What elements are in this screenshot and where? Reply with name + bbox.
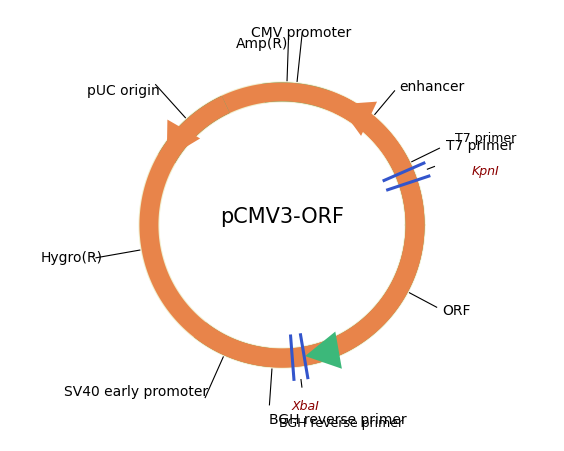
Polygon shape <box>139 83 425 368</box>
Polygon shape <box>324 92 403 160</box>
Text: enhancer: enhancer <box>399 79 464 93</box>
Polygon shape <box>139 97 425 368</box>
Polygon shape <box>194 323 271 367</box>
Text: XbaI: XbaI <box>292 399 319 412</box>
Polygon shape <box>158 83 425 368</box>
Text: pUC origin: pUC origin <box>87 83 160 97</box>
Polygon shape <box>158 97 230 164</box>
Text: T7 primer: T7 primer <box>446 139 513 153</box>
Text: SV40 early promoter: SV40 early promoter <box>64 384 208 398</box>
Polygon shape <box>305 332 342 369</box>
Text: KpnI: KpnI <box>472 165 500 178</box>
Polygon shape <box>303 177 425 366</box>
Text: T7 primer: T7 primer <box>455 132 516 145</box>
Text: Amp(R): Amp(R) <box>236 37 288 51</box>
Text: BGH reverse primer: BGH reverse primer <box>269 412 407 426</box>
Polygon shape <box>167 120 200 159</box>
Text: Hygro(R): Hygro(R) <box>41 250 103 264</box>
Polygon shape <box>338 102 377 137</box>
Polygon shape <box>387 150 416 183</box>
Text: pCMV3-ORF: pCMV3-ORF <box>220 207 344 227</box>
Polygon shape <box>262 83 331 110</box>
Text: BGH reverse primer: BGH reverse primer <box>279 416 403 428</box>
Polygon shape <box>270 347 307 368</box>
Text: ORF: ORF <box>443 304 471 318</box>
Text: CMV promoter: CMV promoter <box>252 26 352 40</box>
